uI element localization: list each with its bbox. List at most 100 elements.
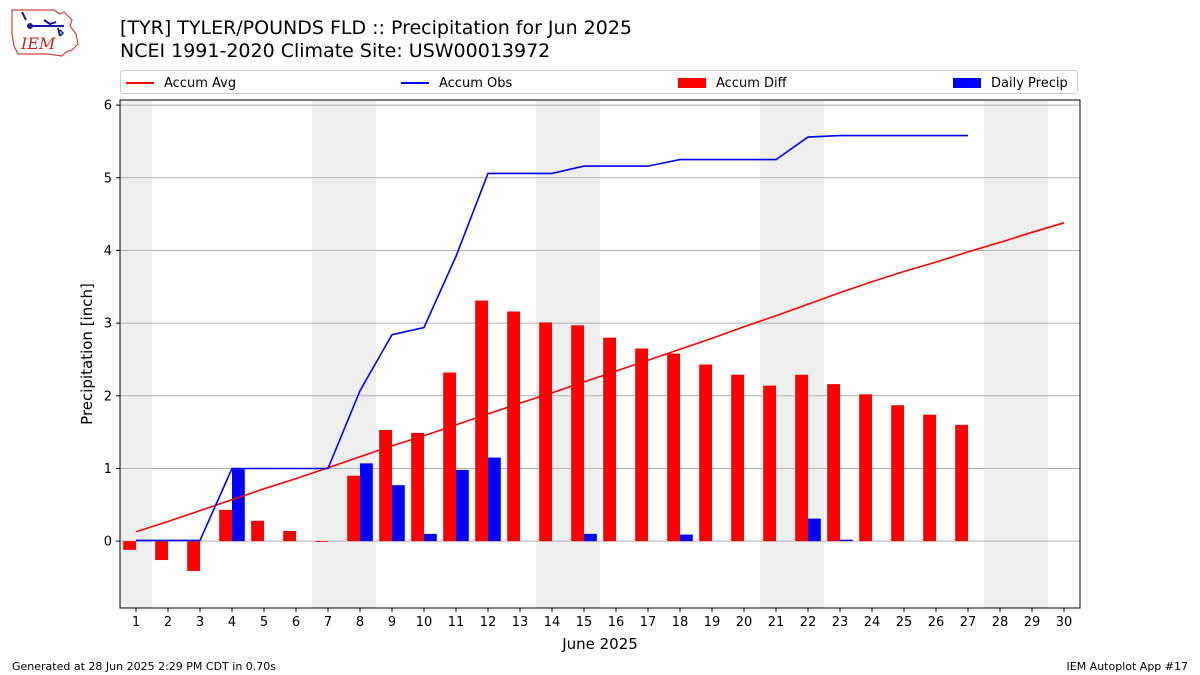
x-tick-label: 9 [388, 615, 396, 630]
x-axis-label: June 2025 [561, 635, 638, 653]
daily-precip-bar [680, 534, 693, 542]
y-tick-label: 4 [104, 244, 112, 259]
legend-label: Accum Diff [716, 75, 787, 91]
x-tick-label: 17 [640, 615, 657, 630]
accum-diff-bar [635, 348, 648, 542]
weekend-band [1016, 100, 1048, 608]
weekend-band [792, 100, 824, 608]
legend-entry-accum-diff: Accum Diff [678, 74, 787, 92]
accum-diff-bar [571, 325, 584, 542]
accum-diff-bar [443, 372, 456, 542]
accum-diff-bar [123, 541, 136, 550]
accum-diff-bar [699, 364, 712, 542]
iem-logo: IEM [11, 9, 79, 57]
weekend-band [984, 100, 1016, 608]
legend-entry-daily-precip: Daily Precip [953, 74, 1068, 92]
x-tick-label: 2 [164, 615, 172, 630]
legend-label: Daily Precip [991, 75, 1068, 91]
accum-diff-bar [315, 541, 328, 542]
daily-precip-bar [840, 539, 853, 542]
x-tick-label: 23 [832, 615, 849, 630]
accum-diff-bar [219, 509, 232, 542]
weekend-shading [120, 100, 1048, 608]
accum-obs-line [136, 134, 968, 542]
legend-entry-accum-avg: Accum Avg [126, 74, 236, 92]
accum-diff-bar [283, 530, 296, 542]
x-tick-label: 8 [356, 615, 364, 630]
weekend-band [120, 100, 152, 608]
daily-precip-bar [488, 457, 501, 542]
weekend-band [536, 100, 568, 608]
x-tick-label: 7 [324, 615, 332, 630]
chart-subtitle: NCEI 1991-2020 Climate Site: USW00013972 [120, 40, 551, 62]
accum-diff-bar [891, 405, 904, 542]
daily-precip-bar [584, 533, 597, 542]
generated-timestamp: Generated at 28 Jun 2025 2:29 PM CDT in … [12, 660, 277, 673]
legend-swatch [126, 82, 154, 84]
accum-diff-bar [731, 374, 744, 542]
accum-diff-bar [603, 337, 616, 542]
x-tick-label: 12 [480, 615, 497, 630]
chart-title: [TYR] TYLER/POUNDS FLD :: Precipitation … [120, 17, 633, 39]
y-tick-label: 2 [104, 389, 112, 404]
accum-diff-bar [955, 424, 968, 542]
weekend-band [312, 100, 344, 608]
x-tick-label: 27 [960, 615, 977, 630]
x-tick-label: 3 [196, 615, 204, 630]
legend-swatch [953, 78, 981, 88]
accum-diff-bar [251, 520, 264, 542]
accum-avg-line [135, 222, 1065, 533]
x-tick-label: 16 [608, 615, 625, 630]
accum-diff-bar [827, 384, 840, 542]
legend-label: Accum Obs [439, 75, 513, 91]
x-tick-label: 26 [928, 615, 945, 630]
plot-frame [119, 99, 1081, 609]
daily-precip-bar [136, 540, 149, 542]
x-tick-label: 20 [736, 615, 753, 630]
daily-precip-bar [808, 518, 821, 542]
gridlines [120, 104, 1080, 542]
legend-entry-accum-obs: Accum Obs [401, 74, 512, 92]
accum-diff-bar [379, 429, 392, 542]
weekend-band [344, 100, 376, 608]
accum-diff-bar [795, 374, 808, 542]
y-tick-label: 1 [104, 462, 112, 477]
x-tick-label: 5 [260, 615, 268, 630]
accum-diff-bar [667, 353, 680, 542]
accum-diff-bar [859, 394, 872, 542]
x-tick-label: 25 [896, 615, 913, 630]
x-tick-label: 14 [544, 615, 561, 630]
daily-precip-bar [424, 533, 437, 542]
y-tick-label: 5 [104, 171, 112, 186]
legend-swatch [678, 78, 706, 88]
accum-diff-bar [411, 432, 424, 542]
x-tick-label: 28 [992, 615, 1009, 630]
x-tick-label: 11 [448, 615, 465, 630]
legend-label: Accum Avg [164, 75, 237, 91]
chart-legend: Accum Avg Accum Obs Accum Diff Daily Pre… [120, 70, 1078, 94]
weekend-band [568, 100, 600, 608]
x-tick-label: 29 [1024, 615, 1041, 630]
daily-precip-bar [456, 469, 469, 542]
daily-precip-bar [392, 485, 405, 542]
x-tick-label: 24 [864, 615, 881, 630]
x-tick-label: 1 [132, 615, 140, 630]
y-tick-label: 3 [104, 317, 112, 332]
svg-text:IEM: IEM [20, 34, 56, 53]
daily-precip-bar [232, 469, 245, 542]
accum-diff-bar [347, 475, 360, 542]
accum-diff-bar [507, 311, 520, 542]
legend-swatch [401, 82, 429, 84]
line-series [135, 134, 1065, 542]
accum-diff-bar [923, 414, 936, 542]
y-tick-label: 0 [104, 535, 112, 550]
accum-diff-bar [539, 322, 552, 542]
x-tick-label: 10 [416, 615, 433, 630]
y-tick-label: 6 [104, 99, 112, 114]
x-tick-label: 22 [800, 615, 817, 630]
x-tick-label: 19 [704, 615, 721, 630]
x-tick-label: 18 [672, 615, 689, 630]
x-tick-label: 21 [768, 615, 785, 630]
